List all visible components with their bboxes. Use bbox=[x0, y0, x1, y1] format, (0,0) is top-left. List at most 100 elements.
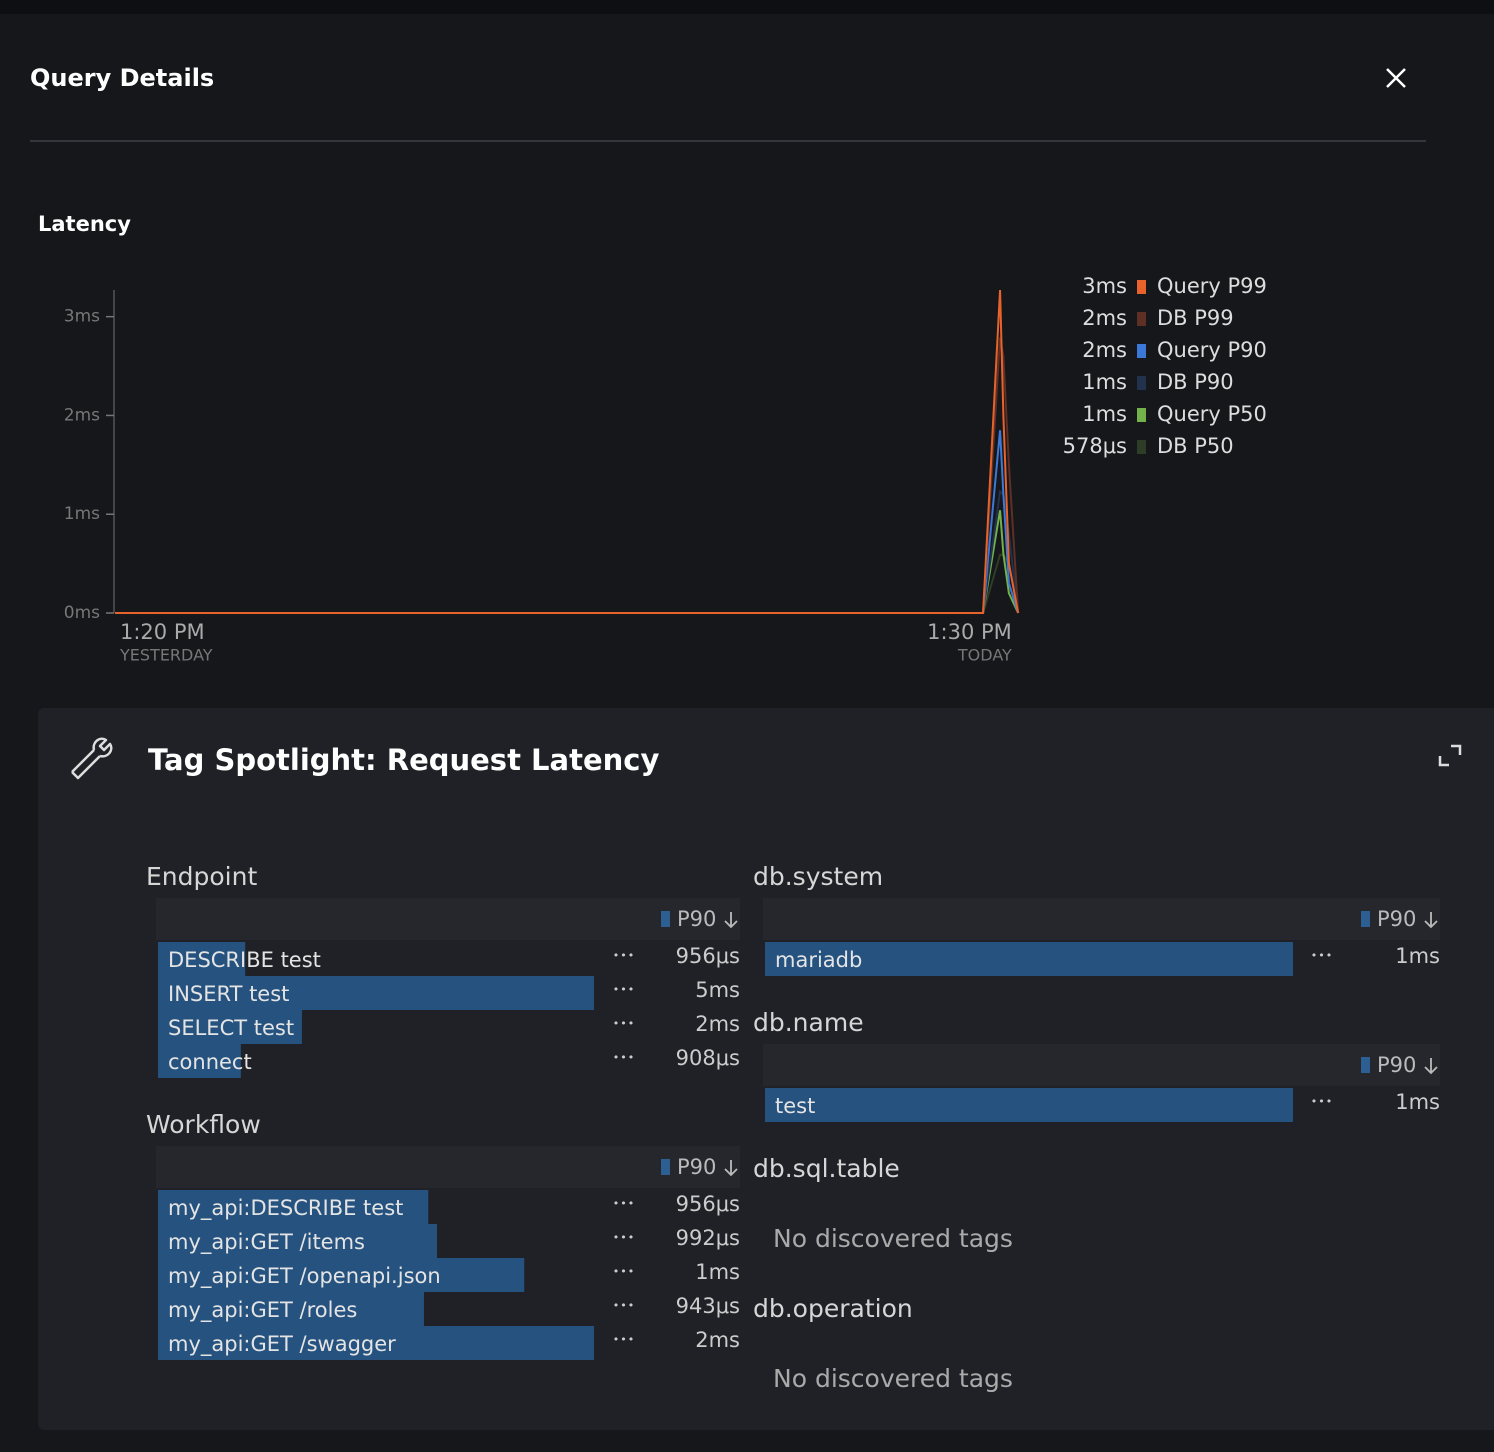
row-value: 1ms bbox=[695, 1260, 740, 1284]
row-bar bbox=[158, 976, 594, 1010]
row-label: my_api:GET /swagger bbox=[168, 1332, 396, 1357]
x-tick-sublabel: YESTERDAY bbox=[119, 646, 213, 665]
row-label: my_api:GET /roles bbox=[168, 1298, 357, 1323]
legend-swatch bbox=[1137, 408, 1146, 422]
row-menu[interactable]: ••• bbox=[613, 1333, 635, 1346]
sort-arrow bbox=[1424, 912, 1438, 929]
row-menu[interactable]: ••• bbox=[1311, 1095, 1333, 1108]
legend-label: Query P90 bbox=[1157, 338, 1267, 362]
legend-value: 1ms bbox=[1082, 370, 1127, 394]
top-strip bbox=[0, 0, 1494, 14]
wrench-icon bbox=[71, 737, 113, 780]
column-label: P90 bbox=[1377, 907, 1416, 931]
section-title: db.name bbox=[753, 1008, 864, 1037]
series-line bbox=[115, 337, 1020, 614]
row-menu[interactable]: ••• bbox=[613, 1017, 635, 1030]
column-marker bbox=[1361, 911, 1370, 927]
column-header bbox=[156, 898, 740, 940]
section-title: db.system bbox=[753, 862, 883, 891]
legend-swatch bbox=[1137, 280, 1146, 294]
row-bar bbox=[158, 942, 246, 976]
dialog-title: Query Details bbox=[30, 64, 214, 92]
row-menu[interactable]: ••• bbox=[1311, 949, 1333, 962]
column-marker bbox=[661, 911, 670, 927]
sort-arrow bbox=[1424, 1058, 1438, 1075]
row-value: 908μs bbox=[676, 1046, 740, 1070]
legend-value: 1ms bbox=[1082, 402, 1127, 426]
column-label: P90 bbox=[1377, 1053, 1416, 1077]
legend-value: 578μs bbox=[1063, 434, 1127, 458]
row-value: 2ms bbox=[695, 1012, 740, 1036]
series-line bbox=[115, 289, 1020, 614]
y-tick-label: 3ms bbox=[64, 307, 100, 327]
column-label: P90 bbox=[677, 1155, 716, 1179]
row-menu[interactable]: ••• bbox=[613, 1265, 635, 1278]
row-menu[interactable]: ••• bbox=[613, 983, 635, 996]
legend-swatch bbox=[1137, 344, 1146, 358]
section-title: Workflow bbox=[146, 1110, 261, 1139]
row-value: 2ms bbox=[695, 1328, 740, 1352]
row-bar bbox=[158, 1292, 424, 1326]
x-tick-label: 1:30 PM bbox=[927, 620, 1012, 644]
chart-title: Latency bbox=[38, 212, 131, 236]
spotlight-title: Tag Spotlight: Request Latency bbox=[148, 743, 659, 777]
row-bar bbox=[158, 1190, 429, 1224]
row-bar bbox=[158, 1224, 438, 1258]
legend-label: DB P99 bbox=[1157, 306, 1234, 330]
legend-value: 2ms bbox=[1082, 338, 1127, 362]
row-label: DESCRIBE test bbox=[168, 948, 321, 972]
empty-note: No discovered tags bbox=[773, 1224, 1013, 1253]
column-marker bbox=[661, 1159, 670, 1175]
row-value: 943μs bbox=[676, 1294, 740, 1318]
row-label: test bbox=[775, 1094, 815, 1118]
row-value: 956μs bbox=[676, 944, 740, 968]
legend-swatch bbox=[1137, 440, 1146, 454]
row-label: mariadb bbox=[775, 948, 862, 972]
section-title: db.sql.table bbox=[753, 1154, 900, 1183]
row-bar bbox=[158, 1010, 302, 1044]
row-bar bbox=[158, 1326, 594, 1360]
legend-swatch bbox=[1137, 312, 1146, 326]
row-value: 5ms bbox=[695, 978, 740, 1002]
row-label: connect bbox=[168, 1050, 252, 1074]
column-label: P90 bbox=[677, 907, 716, 931]
row-menu[interactable]: ••• bbox=[613, 1299, 635, 1312]
series-line bbox=[115, 510, 1020, 614]
row-label: my_api:GET /openapi.json bbox=[168, 1264, 441, 1289]
section-title: Endpoint bbox=[146, 862, 257, 891]
close-button[interactable] bbox=[1386, 68, 1406, 88]
legend-label: Query P50 bbox=[1157, 402, 1267, 426]
row-bar bbox=[158, 1258, 525, 1292]
sort-arrow bbox=[724, 912, 738, 929]
row-value: 992μs bbox=[676, 1226, 740, 1250]
legend-label: DB P50 bbox=[1157, 434, 1234, 458]
row-bar bbox=[765, 1088, 1293, 1122]
legend-swatch bbox=[1137, 376, 1146, 390]
series-line bbox=[115, 430, 1020, 614]
column-header bbox=[156, 1146, 740, 1188]
row-label: SELECT test bbox=[168, 1016, 294, 1040]
legend-value: 3ms bbox=[1082, 274, 1127, 298]
row-value: 956μs bbox=[676, 1192, 740, 1216]
row-menu[interactable]: ••• bbox=[613, 949, 635, 962]
row-bar bbox=[765, 942, 1293, 976]
row-label: my_api:DESCRIBE test bbox=[168, 1196, 403, 1221]
expand-button[interactable] bbox=[1438, 744, 1462, 767]
row-bar bbox=[158, 1044, 241, 1078]
column-header bbox=[763, 898, 1440, 940]
empty-note: No discovered tags bbox=[773, 1364, 1013, 1393]
x-tick-sublabel: TODAY bbox=[957, 646, 1012, 665]
legend-value: 2ms bbox=[1082, 306, 1127, 330]
row-value: 1ms bbox=[1395, 1090, 1440, 1114]
legend-label: DB P90 bbox=[1157, 370, 1234, 394]
row-label: INSERT test bbox=[168, 982, 289, 1006]
legend-label: Query P99 bbox=[1157, 274, 1267, 298]
row-menu[interactable]: ••• bbox=[613, 1197, 635, 1210]
y-tick-label: 2ms bbox=[64, 405, 100, 425]
row-menu[interactable]: ••• bbox=[613, 1051, 635, 1064]
row-label: my_api:GET /items bbox=[168, 1230, 365, 1255]
row-value: 1ms bbox=[1395, 944, 1440, 968]
row-menu[interactable]: ••• bbox=[613, 1231, 635, 1244]
column-marker bbox=[1361, 1057, 1370, 1073]
